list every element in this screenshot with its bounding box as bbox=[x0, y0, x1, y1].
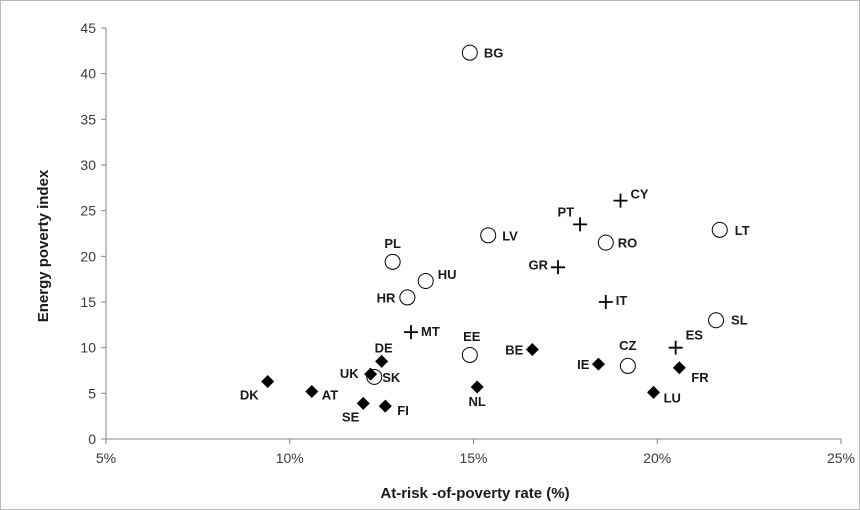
point-uk bbox=[364, 367, 378, 381]
x-tick-label: 5% bbox=[96, 450, 116, 466]
point-label-ie: IE bbox=[577, 357, 590, 372]
x-tick-label: 15% bbox=[459, 450, 487, 466]
y-tick-label: 10 bbox=[80, 340, 96, 356]
point-label-hr: HR bbox=[377, 290, 396, 305]
x-tick-label: 10% bbox=[276, 450, 304, 466]
point-label-ee: EE bbox=[463, 329, 481, 344]
y-axis-title: Energy poverty index bbox=[35, 169, 52, 322]
point-label-pt: PT bbox=[557, 204, 574, 219]
data-points bbox=[261, 44, 728, 413]
y-tick-label: 0 bbox=[88, 431, 96, 447]
point-label-pl: PL bbox=[384, 236, 401, 251]
point-pt bbox=[573, 217, 588, 232]
point-label-uk: UK bbox=[340, 366, 359, 381]
point-label-cz: CZ bbox=[619, 338, 636, 353]
point-lt bbox=[711, 221, 728, 238]
point-label-es: ES bbox=[686, 328, 704, 343]
point-be bbox=[525, 342, 539, 356]
y-tick-label: 15 bbox=[80, 294, 96, 310]
point-lu bbox=[647, 385, 661, 399]
tick-labels: 0 5 10 15 20 25 30 35 40 45 5% 10% 15% 20% 25% bbox=[80, 20, 855, 466]
point-es bbox=[668, 340, 683, 355]
y-tick-label: 45 bbox=[80, 20, 96, 36]
point-label-ro: RO bbox=[618, 236, 638, 251]
point-ee bbox=[461, 346, 478, 363]
point-label-de: DE bbox=[375, 340, 393, 355]
point-sl bbox=[708, 312, 725, 329]
point-label-nl: NL bbox=[469, 394, 486, 409]
point-label-at: AT bbox=[322, 388, 338, 403]
x-tick-label: 20% bbox=[643, 450, 671, 466]
y-tick-label: 30 bbox=[80, 157, 96, 173]
axes bbox=[101, 27, 842, 444]
point-label-cy: CY bbox=[631, 187, 649, 202]
point-label-lu: LU bbox=[664, 390, 681, 405]
point-label-sk: SK bbox=[382, 370, 401, 385]
point-pl bbox=[384, 253, 401, 270]
point-cy bbox=[613, 193, 628, 208]
point-label-dk: DK bbox=[240, 387, 259, 402]
point-gr bbox=[551, 260, 566, 275]
point-label-fr: FR bbox=[691, 370, 709, 385]
point-hr bbox=[399, 289, 416, 306]
point-cz bbox=[619, 357, 636, 374]
point-label-lt: LT bbox=[735, 223, 750, 238]
point-ro bbox=[597, 234, 614, 251]
y-tick-label: 5 bbox=[88, 385, 96, 401]
point-label-lv: LV bbox=[502, 228, 518, 243]
x-axis-title: At-risk -of-poverty rate (%) bbox=[380, 485, 569, 502]
point-fr bbox=[672, 361, 686, 375]
point-hu bbox=[417, 272, 434, 289]
point-labels: BG LV RO LT PL HU HR SL EE CZ SK CY PT GR IT MT ES DE BE IE… bbox=[240, 46, 750, 425]
x-tick-label: 25% bbox=[827, 450, 855, 466]
point-label-be: BE bbox=[505, 342, 523, 357]
point-bg bbox=[461, 44, 478, 61]
point-label-hu: HU bbox=[438, 267, 457, 282]
point-mt bbox=[404, 325, 419, 340]
point-it bbox=[598, 295, 613, 309]
point-at bbox=[305, 385, 319, 399]
point-dk bbox=[261, 374, 275, 388]
point-de bbox=[375, 354, 389, 368]
point-label-sl: SL bbox=[731, 312, 748, 327]
point-label-bg: BG bbox=[484, 46, 504, 61]
y-tick-label: 40 bbox=[80, 66, 96, 82]
y-tick-label: 25 bbox=[80, 203, 96, 219]
point-label-gr: GR bbox=[529, 257, 549, 272]
point-label-it: IT bbox=[616, 293, 628, 308]
point-label-mt: MT bbox=[421, 324, 440, 339]
y-tick-label: 20 bbox=[80, 248, 96, 264]
point-se bbox=[356, 396, 370, 410]
point-nl bbox=[470, 380, 484, 394]
point-lv bbox=[480, 227, 497, 244]
y-tick-label: 35 bbox=[80, 111, 96, 127]
point-label-fi: FI bbox=[397, 403, 409, 418]
point-label-se: SE bbox=[342, 409, 360, 424]
point-ie bbox=[591, 357, 605, 371]
point-fi bbox=[378, 399, 392, 413]
